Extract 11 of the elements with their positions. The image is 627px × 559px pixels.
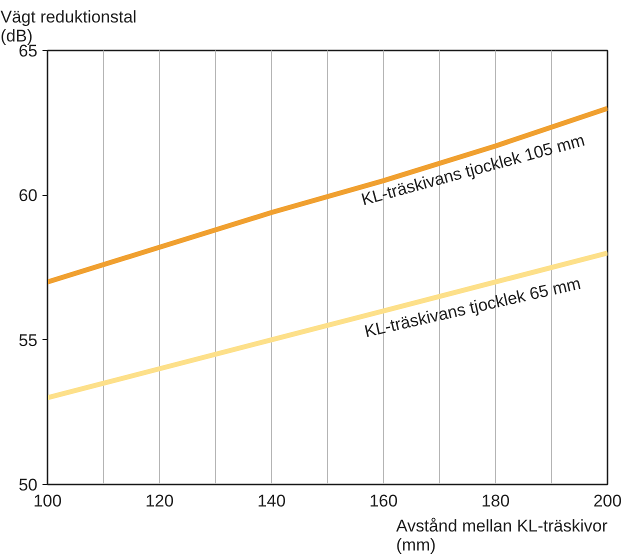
y-tick-label: 50 (18, 476, 38, 494)
x-tick-label: 140 (257, 492, 286, 510)
x-axis-title: Avstånd mellan KL-träskivor (mm) (396, 516, 608, 554)
x-tick-label: 180 (481, 492, 510, 510)
x-tick-label: 200 (593, 492, 622, 510)
y-axis-title: Vägt reduktionstal (dB) (0, 8, 137, 46)
y-tick-label: 60 (18, 186, 38, 206)
x-tick-label: 160 (369, 492, 398, 510)
x-tick-label: 100 (33, 492, 62, 510)
y-tick-label: 55 (18, 330, 38, 350)
x-tick-label: 120 (145, 492, 174, 510)
